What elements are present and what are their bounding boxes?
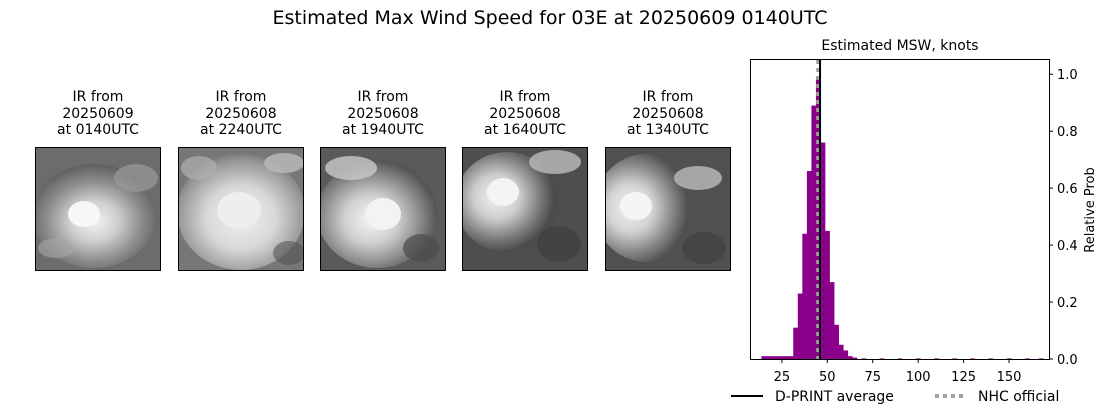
- ir-satellite-image: [35, 147, 161, 271]
- histogram-bar: [815, 77, 821, 359]
- y-tick-label: 0.4: [1057, 239, 1078, 254]
- histogram-bar: [843, 350, 849, 359]
- ir-panel-date: 20250609: [62, 105, 134, 122]
- y-tick-label: 0.2: [1057, 296, 1078, 311]
- ir-panel-label: IR from: [499, 89, 551, 105]
- ir-satellite-image: [320, 147, 446, 271]
- ir-panel-label: IR from: [357, 89, 409, 105]
- x-tick-label: 125: [951, 370, 976, 385]
- histogram-bar: [825, 230, 830, 359]
- ir-panel-2: IR from 20250608 at 2240UTC: [178, 89, 304, 271]
- histogram-bar: [1024, 358, 1030, 360]
- ir-panel-title: IR from 20250609 at 0140UTC: [35, 89, 161, 141]
- ir-panel-title: IR from 20250608 at 2240UTC: [178, 89, 304, 141]
- x-tick-label: 75: [864, 370, 881, 385]
- histogram-bar: [847, 356, 853, 359]
- histogram-bar: [788, 356, 794, 359]
- ir-panel-time: at 1640UTC: [484, 122, 566, 138]
- histogram-bar: [970, 358, 976, 360]
- ir-panel-date: 20250608: [347, 105, 419, 122]
- figure-title: Estimated Max Wind Speed for 03E at 2025…: [272, 7, 828, 29]
- ir-panel-3: IR from 20250608 at 1940UTC: [320, 89, 446, 271]
- histogram-bar: [811, 105, 817, 359]
- histogram-bar: [761, 356, 767, 359]
- histogram-bar: [793, 327, 799, 359]
- histogram-bar: [797, 293, 803, 359]
- histogram-bar: [834, 324, 839, 359]
- histogram-bar: [820, 142, 826, 359]
- histogram-bar: [915, 358, 921, 360]
- chart-title: Estimated MSW, knots: [821, 38, 978, 54]
- ir-satellite-image: [605, 147, 731, 271]
- ir-panel-label: IR from: [642, 89, 694, 105]
- ir-panel-title: IR from 20250608 at 1940UTC: [320, 89, 446, 141]
- ir-panel-label: IR from: [72, 89, 124, 105]
- legend-nhc-label: NHC official: [978, 389, 1059, 405]
- ir-panel-time: at 1940UTC: [342, 122, 424, 138]
- ir-panel-4: IR from 20250608 at 1640UTC: [462, 89, 588, 271]
- y-tick-label: 0.6: [1057, 182, 1078, 197]
- histogram-bar: [861, 358, 867, 360]
- histogram-bar: [829, 282, 835, 359]
- histogram-bar: [838, 344, 844, 359]
- histogram-bar: [934, 358, 939, 360]
- x-tick-label: 25: [774, 370, 791, 385]
- histogram-bars: [761, 77, 1044, 360]
- ir-panel-time: at 1340UTC: [627, 122, 709, 138]
- ir-panel-title: IR from 20250608 at 1640UTC: [462, 89, 588, 141]
- ir-panel-date: 20250608: [632, 105, 704, 122]
- x-axis: 25 50 75 100 125 150: [774, 359, 1022, 385]
- ir-panel-date: 20250608: [489, 105, 561, 122]
- histogram-bar: [806, 171, 812, 359]
- legend-dprint-label: D-PRINT average: [775, 389, 894, 405]
- ir-satellite-image: [462, 147, 588, 271]
- y-tick-label: 1.0: [1057, 68, 1078, 83]
- histogram-bar: [765, 356, 771, 359]
- histogram-bar: [879, 358, 885, 360]
- x-tick-label: 50: [819, 370, 836, 385]
- x-tick-label: 150: [997, 370, 1022, 385]
- ir-panel-time: at 0140UTC: [57, 122, 139, 138]
- plot-frame: [750, 59, 1050, 360]
- legend: D-PRINT average NHC official: [731, 389, 1059, 405]
- x-tick-label: 100: [906, 370, 931, 385]
- histogram-bar: [802, 233, 808, 359]
- y-tick-label: 0.0: [1057, 353, 1078, 368]
- histogram-bar: [952, 358, 958, 360]
- histogram-bar: [784, 356, 790, 359]
- histogram-bar: [779, 356, 785, 359]
- ir-panel-time: at 2240UTC: [200, 122, 282, 138]
- ir-panel-1: IR from 20250609 at 0140UTC: [35, 89, 161, 271]
- histogram-bar: [1038, 358, 1044, 360]
- histogram-bar: [1006, 358, 1012, 360]
- histogram-bar: [852, 357, 858, 359]
- y-axis-label: Relative Prob: [1083, 167, 1098, 252]
- y-tick-label: 0.8: [1057, 125, 1078, 140]
- ir-panel-5: IR from 20250608 at 1340UTC: [605, 89, 731, 271]
- histogram-bar: [897, 358, 903, 360]
- histogram-bar: [775, 356, 780, 359]
- ir-panel-date: 20250608: [205, 105, 277, 122]
- histogram-bar: [770, 356, 776, 359]
- ir-panel-title: IR from 20250608 at 1340UTC: [605, 89, 731, 141]
- y-axis-right: 0.0 0.2 0.4 0.6 0.8 1.0: [1049, 68, 1078, 368]
- reference-lines: [816, 60, 822, 359]
- ir-satellite-image: [178, 147, 304, 271]
- ir-panel-label: IR from: [215, 89, 267, 105]
- histogram-bar: [988, 358, 994, 360]
